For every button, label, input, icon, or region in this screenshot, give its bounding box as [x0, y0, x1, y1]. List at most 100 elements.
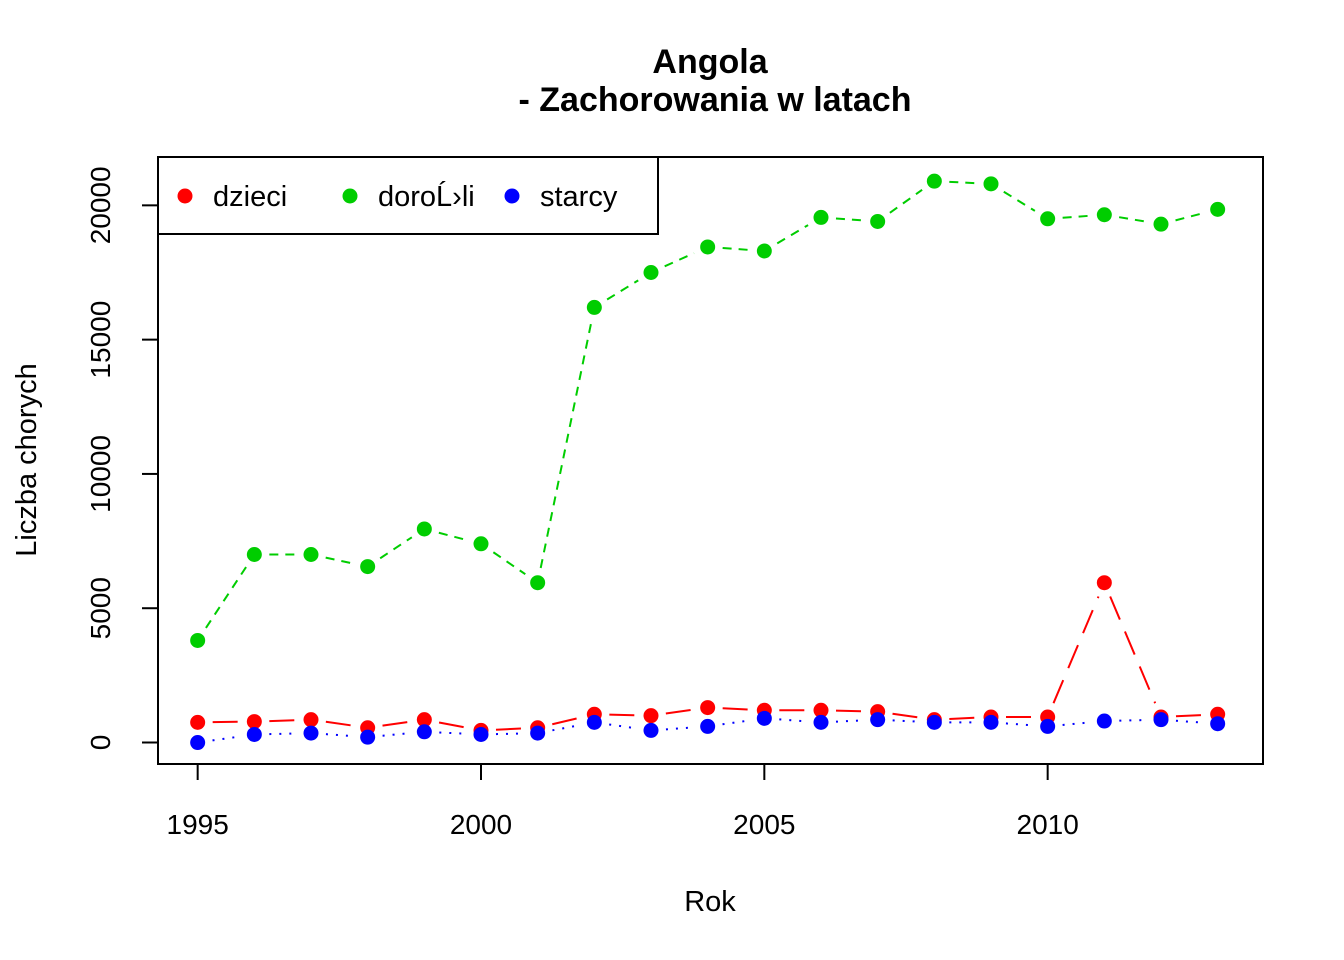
- series-segment: [776, 224, 809, 245]
- data-point: [586, 714, 602, 730]
- series-segment: [552, 724, 580, 732]
- data-point: [530, 725, 546, 741]
- data-point: [416, 521, 432, 537]
- data-point: [983, 176, 999, 192]
- series-segment: [269, 719, 297, 723]
- legend-label-doroĹ›li: doroĹ›li: [378, 180, 475, 213]
- series-segment: [1005, 722, 1033, 727]
- series-segment: [892, 712, 920, 719]
- series-segment: [325, 733, 353, 738]
- series-segment: [212, 735, 240, 742]
- data-point: [983, 714, 999, 730]
- y-axis-label: Liczba chorych: [11, 363, 43, 556]
- series-segment: [722, 719, 750, 726]
- data-point: [756, 243, 772, 259]
- series-segment: [722, 247, 750, 251]
- data-point: [246, 714, 262, 730]
- series-segment: [205, 566, 247, 629]
- series-segment: [1062, 214, 1090, 219]
- series-segment: [606, 279, 639, 301]
- data-point: [870, 213, 886, 229]
- series-segment: [438, 721, 467, 729]
- data-point: [643, 722, 659, 738]
- y-tick-label: 15000: [85, 301, 116, 379]
- series-segment: [722, 707, 750, 711]
- series-segment: [438, 531, 467, 541]
- data-point: [1210, 201, 1226, 217]
- series-segment: [495, 732, 523, 736]
- series-layer: [190, 173, 1226, 751]
- data-point: [416, 712, 432, 728]
- x-axis: 1995 2000 2005 2010: [167, 763, 1079, 840]
- data-point: [473, 536, 489, 552]
- data-point: [813, 209, 829, 225]
- series-segment: [379, 536, 413, 560]
- series-segment: [1118, 216, 1147, 223]
- data-point: [700, 239, 716, 255]
- series-segment: [949, 716, 977, 720]
- series-segment: [665, 708, 693, 715]
- series-starcy: [190, 710, 1226, 751]
- series-segment: [665, 726, 693, 731]
- data-point: [360, 559, 376, 575]
- series-segment: [382, 720, 410, 727]
- data-point: [813, 714, 829, 730]
- series-segment: [889, 189, 923, 214]
- data-point: [360, 729, 376, 745]
- series-segment: [1175, 719, 1203, 724]
- y-axis: 0 5000 10000 15000 20000: [85, 166, 159, 750]
- series-segment: [1109, 596, 1157, 704]
- series-segment: [1062, 721, 1090, 726]
- data-point: [1153, 712, 1169, 728]
- chart-title: Angola: [652, 43, 768, 81]
- x-tick-label: 2005: [733, 809, 795, 840]
- series-dzieci: [190, 575, 1226, 738]
- legend-marker-dzieci: [177, 188, 193, 204]
- data-point: [190, 632, 206, 648]
- chart-subtitle: - Zachorowania w latach: [519, 81, 912, 119]
- series-segment: [779, 718, 807, 723]
- data-point: [700, 718, 716, 734]
- series-segment: [269, 732, 297, 736]
- series-segment: [609, 723, 637, 730]
- series-segment: [1175, 212, 1204, 222]
- legend-marker-doroĹ›li: [342, 188, 358, 204]
- data-point: [246, 547, 262, 563]
- data-point: [586, 299, 602, 315]
- y-tick-label: 20000: [85, 166, 116, 244]
- series-segment: [539, 321, 593, 569]
- data-point: [1153, 216, 1169, 232]
- data-point: [643, 264, 659, 280]
- data-point: [303, 725, 319, 741]
- data-point: [1096, 207, 1112, 223]
- legend-label-starcy: starcy: [540, 181, 618, 213]
- y-tick-label: 10000: [85, 435, 116, 513]
- data-point: [1096, 713, 1112, 729]
- data-point: [303, 712, 319, 728]
- data-point: [926, 714, 942, 730]
- series-segment: [382, 732, 410, 737]
- series-segment: [835, 217, 863, 222]
- series-segment: [1175, 714, 1203, 718]
- x-tick-label: 1995: [167, 809, 229, 840]
- data-point: [1040, 718, 1056, 734]
- series-segment: [664, 252, 695, 268]
- series-segment: [949, 180, 977, 185]
- data-point: [530, 575, 546, 591]
- data-point: [1096, 575, 1112, 591]
- data-point: [926, 173, 942, 189]
- data-point: [700, 700, 716, 716]
- series-segment: [835, 709, 863, 713]
- series-segment: [325, 720, 353, 727]
- data-point: [756, 710, 772, 726]
- series-segment: [325, 556, 354, 565]
- data-point: [813, 702, 829, 718]
- x-axis-label: Rok: [684, 886, 736, 918]
- series-segment: [1003, 190, 1036, 212]
- y-tick-label: 5000: [85, 577, 116, 639]
- series-segment: [609, 713, 637, 717]
- data-point: [190, 714, 206, 730]
- data-point: [303, 547, 319, 563]
- data-point: [870, 712, 886, 728]
